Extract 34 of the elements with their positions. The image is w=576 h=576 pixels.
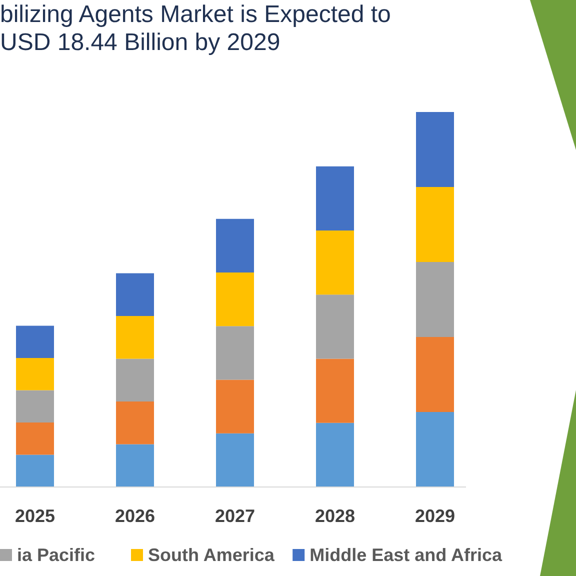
bar — [16, 390, 54, 422]
bar — [216, 326, 254, 380]
bar — [116, 273, 154, 316]
bar — [316, 358, 354, 423]
bar — [416, 112, 454, 187]
bar — [416, 412, 454, 487]
bar — [216, 218, 254, 272]
x-tick-label: 2025 — [14, 506, 56, 526]
bar — [316, 166, 354, 230]
bar — [416, 337, 454, 412]
bar — [116, 402, 154, 444]
bar — [16, 358, 54, 390]
x-tick-label: 2028 — [314, 506, 356, 526]
bar — [416, 262, 454, 337]
bar — [216, 433, 254, 487]
legend-label: Middle East and Africa — [310, 545, 503, 565]
bar — [316, 294, 354, 359]
x-tick-label: 2027 — [214, 506, 256, 526]
legend-label: ia Pacific — [17, 545, 96, 565]
bar — [416, 187, 454, 262]
bar — [316, 230, 354, 295]
bar — [216, 272, 254, 326]
bar — [116, 316, 154, 359]
x-tick-label: 2029 — [414, 506, 456, 526]
bar — [116, 358, 154, 402]
bar — [16, 422, 54, 455]
bar — [116, 444, 154, 487]
bar — [16, 454, 54, 487]
x-tick-label: 2026 — [114, 506, 156, 526]
bar — [216, 380, 254, 434]
bar — [16, 326, 54, 358]
bar — [316, 422, 354, 487]
legend-label: South America — [148, 545, 276, 565]
chart-title: bilizing Agents Market is Expected to USD 18.44 Billion by 2029 — [0, 1, 391, 56]
